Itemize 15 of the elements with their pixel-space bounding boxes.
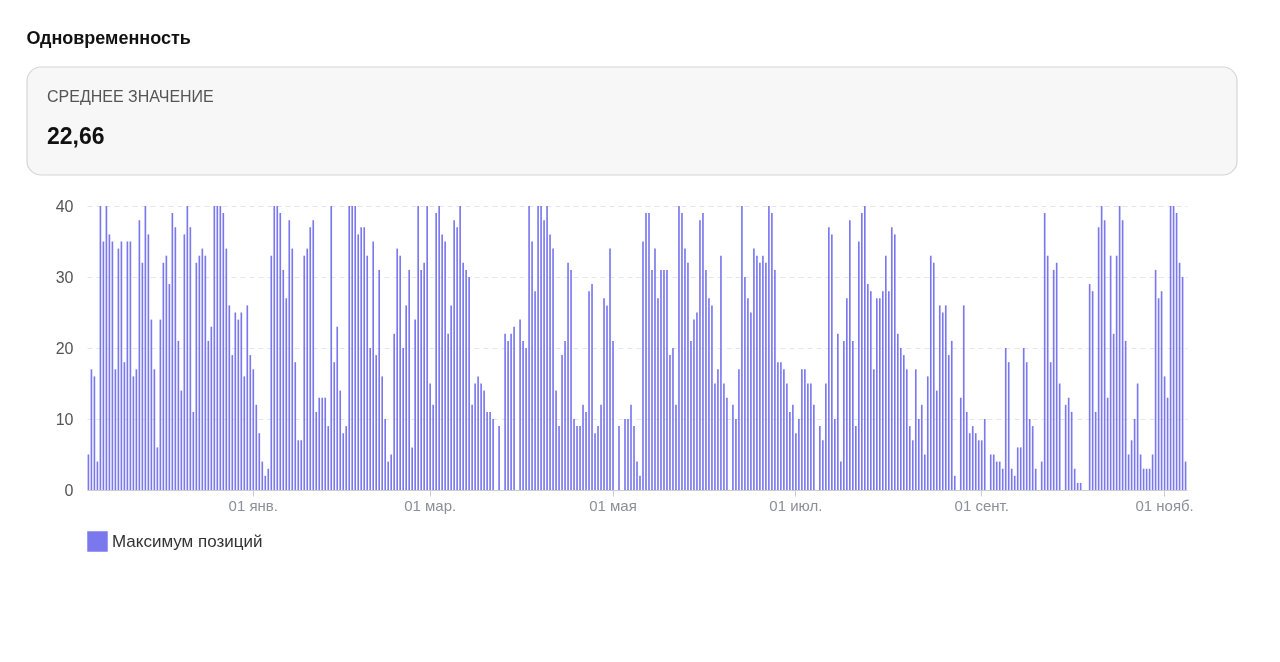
y-tick-label: 40 [55, 197, 74, 215]
y-tick-label: 30 [55, 268, 74, 286]
x-tick-label: 01 сент. [954, 496, 1009, 514]
x-tick-label: 01 мар. [404, 496, 457, 514]
x-tick-label: 01 нояб. [1135, 496, 1194, 514]
legend-label: Максимум позиций [112, 531, 263, 551]
text: СРЕДНЕЕ ЗНАЧЕНИЕ [47, 88, 214, 105]
x-tick-label: 01 июл. [769, 496, 823, 514]
text: 22,66 [47, 123, 105, 149]
x-tick-label: 01 мая [589, 496, 637, 514]
chart-title: Одновременность [26, 28, 191, 49]
y-tick-label: 0 [64, 481, 74, 499]
x-tick-label: 01 янв. [228, 496, 278, 514]
y-tick-label: 20 [55, 339, 74, 357]
y-tick-label: 10 [55, 410, 74, 428]
